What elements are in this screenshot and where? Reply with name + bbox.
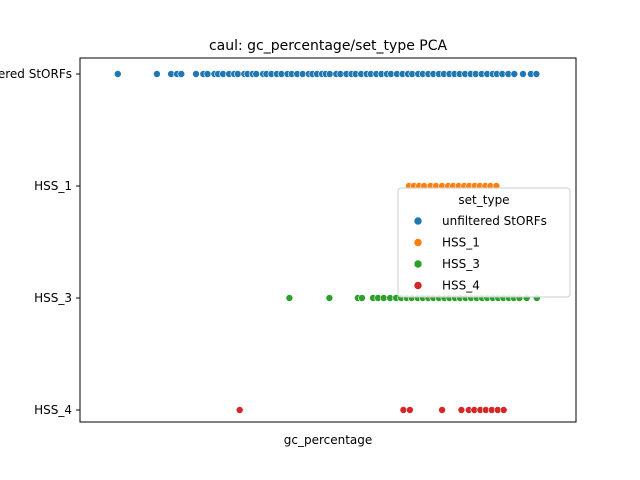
x-axis-label: gc_percentage (284, 433, 373, 447)
data-point (532, 70, 541, 78)
data-point (438, 406, 446, 414)
data-point (285, 294, 294, 302)
data-point (177, 70, 186, 78)
data-point (510, 70, 519, 78)
legend-label: HSS_1 (442, 236, 480, 250)
legend-label: HSS_3 (442, 257, 480, 271)
data-point (325, 70, 334, 78)
legend-marker (413, 238, 423, 247)
data-point (192, 70, 200, 78)
data-point (379, 294, 388, 302)
legend-label: HSS_4 (442, 279, 480, 293)
legend-box (397, 187, 571, 298)
legend-marker (413, 259, 423, 269)
data-point (358, 294, 366, 302)
data-point (519, 70, 527, 78)
y-tick-label: HSS_3 (34, 291, 72, 305)
legend-marker (413, 281, 423, 290)
data-point (114, 70, 122, 78)
data-point (252, 70, 261, 78)
data-point (235, 406, 244, 414)
data-point (325, 294, 334, 302)
data-point (399, 406, 408, 414)
chart-title: caul: gc_percentage/set_type PCA (209, 38, 448, 54)
y-tick-label: HSS_1 (34, 179, 72, 193)
legend: set_type unfiltered StORFs HSS_1 HSS_3 HSS_4 (397, 187, 571, 298)
data-point (234, 70, 242, 78)
data-point (406, 406, 414, 414)
y-axis: unfiltered StORFs HSS_1 HSS_3 HSS_4 (0, 67, 80, 417)
data-point (203, 70, 212, 78)
data-point (153, 70, 161, 78)
y-tick-label: unfiltered StORFs (0, 67, 72, 81)
legend-title: set_type (458, 193, 509, 207)
plot-frame (79, 57, 577, 423)
data-point (499, 406, 508, 414)
legend-label: unfiltered StORFs (442, 214, 547, 228)
y-tick-label: HSS_4 (34, 403, 72, 417)
data-point (457, 406, 466, 414)
legend-marker (413, 216, 423, 226)
